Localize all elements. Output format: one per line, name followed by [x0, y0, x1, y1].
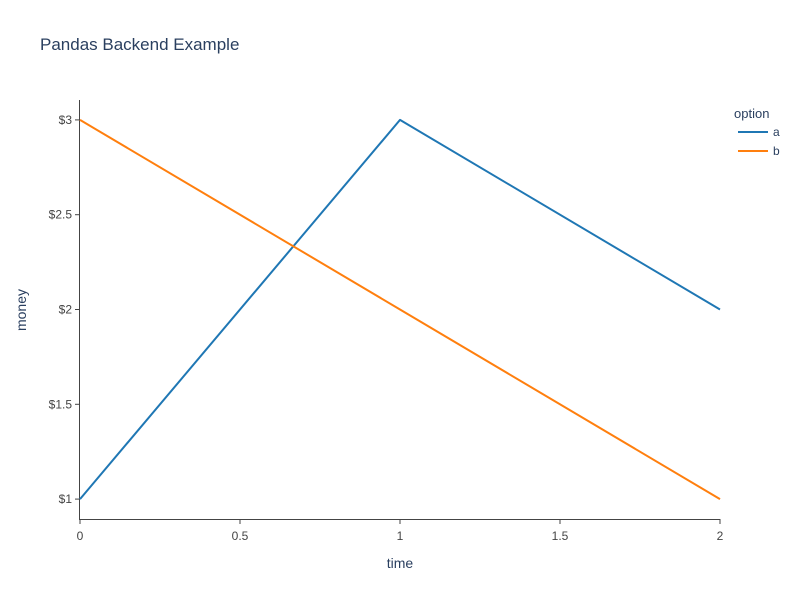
x-tick-label: 1 [397, 529, 404, 543]
legend: option ab [734, 106, 780, 158]
x-ticks: 0 0.5 1 1.5 2 [77, 519, 724, 543]
y-tick-label: $1 [59, 492, 73, 506]
legend-label-b: b [773, 144, 780, 158]
y-tick-label: $1.5 [49, 397, 73, 411]
legend-title: option [734, 106, 769, 121]
series-line-b [79, 119, 721, 500]
y-axis-title: money [13, 289, 29, 331]
series-lines [79, 118, 721, 500]
legend-items: ab [738, 125, 780, 158]
y-ticks: $1 $1.5 $2 $2.5 $3 [49, 113, 80, 506]
x-axis-title: time [387, 555, 414, 571]
y-tick-label: $3 [59, 113, 73, 127]
series-line-a [79, 118, 721, 500]
x-tick-label: 1.5 [552, 529, 569, 543]
y-tick-label: $2.5 [49, 208, 73, 222]
legend-label-a: a [773, 125, 780, 139]
y-tick-label: $2 [59, 303, 73, 317]
chart-title: Pandas Backend Example [40, 35, 239, 54]
x-tick-label: 0 [77, 529, 84, 543]
x-tick-label: 0.5 [232, 529, 249, 543]
x-tick-label: 2 [717, 529, 724, 543]
plot-area: $1 $1.5 $2 $2.5 $3 0 0.5 1 1.5 2 [49, 100, 724, 543]
